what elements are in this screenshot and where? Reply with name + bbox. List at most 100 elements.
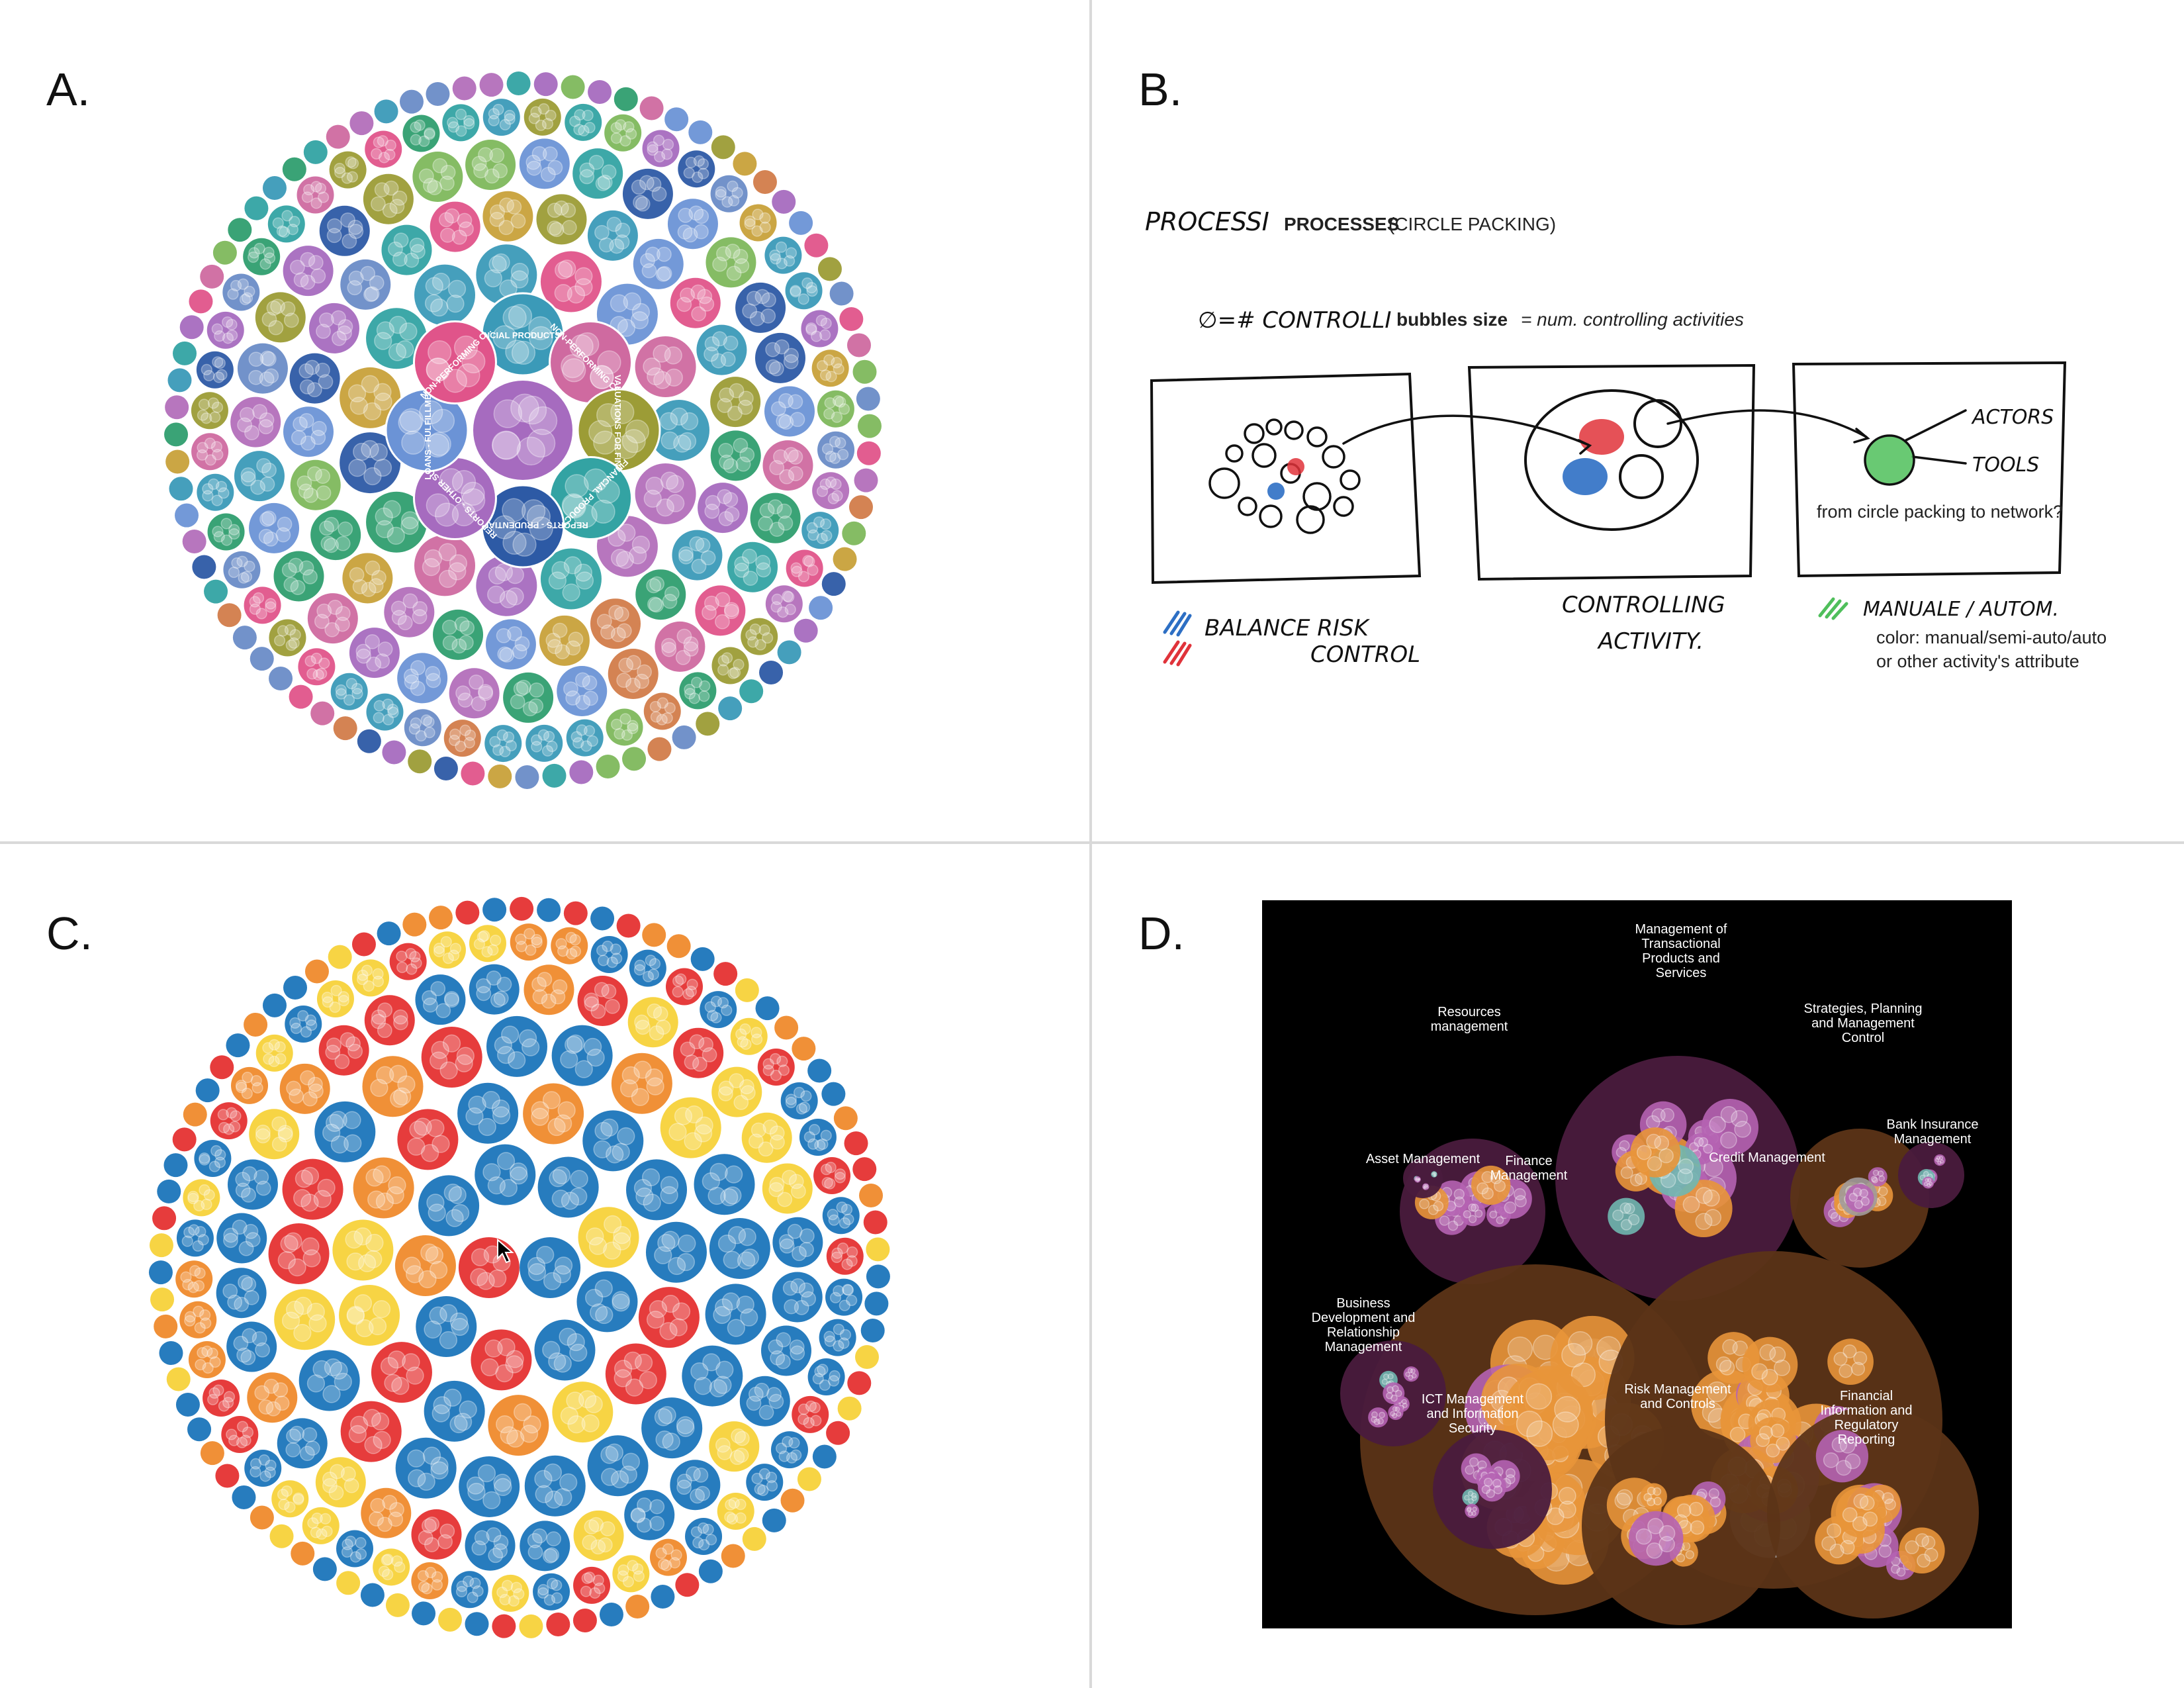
inner-bubble <box>509 1162 528 1181</box>
inner-bubble <box>612 1143 630 1161</box>
process-bubble <box>353 1157 414 1219</box>
inner-bubble <box>226 318 238 330</box>
inner-bubble <box>340 212 355 228</box>
inner-bubble <box>649 597 664 613</box>
inner-bubble <box>442 953 455 964</box>
inner-bubble <box>210 441 222 453</box>
inner-bubble <box>1483 1477 1493 1487</box>
inner-bubble <box>258 1454 270 1466</box>
inner-bubble <box>800 1090 812 1102</box>
inner-bubble <box>306 668 318 680</box>
process-bubble <box>484 725 522 763</box>
inner-bubble <box>618 657 634 673</box>
inner-bubble <box>372 976 385 988</box>
inner-bubble <box>629 546 647 565</box>
inner-bubble <box>1882 1492 1894 1505</box>
inner-bubble <box>739 1079 754 1095</box>
inner-bubble <box>712 256 727 272</box>
process-bubble <box>569 760 594 784</box>
inner-bubble <box>788 1437 800 1449</box>
inner-bubble <box>1853 1351 1868 1366</box>
process-bubble <box>332 1219 394 1281</box>
inner-bubble <box>459 1400 477 1419</box>
inner-bubble <box>775 1354 791 1370</box>
inner-bubble <box>491 430 521 460</box>
inner-bubble <box>296 475 312 491</box>
inner-bubble <box>1756 1433 1770 1448</box>
inner-bubble <box>373 136 385 148</box>
process-bubble <box>377 921 401 946</box>
inner-bubble <box>1940 1159 1944 1164</box>
inner-bubble <box>189 1265 201 1277</box>
inner-bubble <box>824 397 836 409</box>
inner-bubble <box>273 1382 289 1397</box>
process-bubble <box>244 1012 268 1037</box>
inner-bubble <box>596 945 608 957</box>
inner-bubble <box>1925 1178 1929 1183</box>
inner-bubble <box>785 1094 797 1105</box>
group-label: Management of <box>1635 922 1727 937</box>
group-label: Products and <box>1642 951 1720 966</box>
inner-bubble <box>835 437 846 449</box>
inner-bubble <box>1619 1140 1630 1151</box>
inner-bubble <box>787 1223 803 1239</box>
inner-bubble <box>770 601 782 613</box>
inner-bubble <box>409 1120 428 1139</box>
inner-bubble <box>664 346 682 365</box>
inner-bubble <box>756 562 772 578</box>
inner-bubble <box>488 115 500 126</box>
inner-bubble <box>769 249 781 261</box>
inner-bubble <box>481 946 493 958</box>
process-bubble <box>770 1431 808 1469</box>
inner-bubble <box>803 555 815 567</box>
inner-bubble <box>457 692 473 708</box>
inner-bubble <box>1870 1176 1878 1182</box>
inner-bubble <box>424 1320 442 1339</box>
inner-bubble <box>277 1127 293 1143</box>
inner-bubble <box>672 986 684 998</box>
panel-d-label: D. <box>1138 908 1185 959</box>
inner-bubble <box>1839 1364 1853 1378</box>
inner-bubble <box>494 1036 513 1055</box>
process-bubble <box>817 257 842 281</box>
inner-bubble <box>355 1537 367 1549</box>
inner-bubble <box>590 1303 608 1322</box>
inner-bubble <box>791 565 803 577</box>
process-bubble <box>746 1464 784 1501</box>
inner-bubble <box>1921 1535 1936 1550</box>
panel-c-bubbles[interactable] <box>148 896 890 1638</box>
inner-bubble <box>734 1430 750 1446</box>
process-bubble <box>863 1210 887 1235</box>
inner-bubble <box>531 1107 549 1126</box>
inner-bubble <box>660 1560 672 1571</box>
inner-bubble <box>709 1162 728 1181</box>
inner-bubble <box>347 158 359 169</box>
inner-bubble <box>715 1360 734 1379</box>
process-bubble <box>572 148 623 199</box>
inner-bubble <box>265 1460 277 1472</box>
inner-bubble <box>584 996 600 1011</box>
process-bubble <box>183 1179 220 1217</box>
inner-bubble <box>340 1466 356 1482</box>
inner-bubble <box>203 1189 215 1201</box>
inner-bubble <box>616 623 632 639</box>
inner-bubble <box>478 684 493 700</box>
inner-bubble <box>630 311 649 330</box>
inner-bubble <box>715 1437 731 1453</box>
inner-bubble <box>289 1088 304 1104</box>
inner-bubble <box>610 627 626 643</box>
process-bubble <box>357 729 381 753</box>
inner-bubble <box>499 197 514 213</box>
process-bubble <box>414 264 475 326</box>
inner-bubble <box>528 698 544 714</box>
network-question: from circle packing to network? <box>1817 502 2063 522</box>
process-bubble <box>194 1139 232 1177</box>
group-label: Information and <box>1821 1403 1913 1418</box>
process-bubble <box>762 440 813 491</box>
inner-bubble <box>783 591 795 603</box>
inner-bubble <box>1507 1336 1533 1362</box>
process-bubble <box>739 1376 790 1427</box>
inner-bubble <box>655 1019 671 1035</box>
inner-bubble <box>1464 1495 1470 1501</box>
inner-bubble <box>469 675 484 690</box>
